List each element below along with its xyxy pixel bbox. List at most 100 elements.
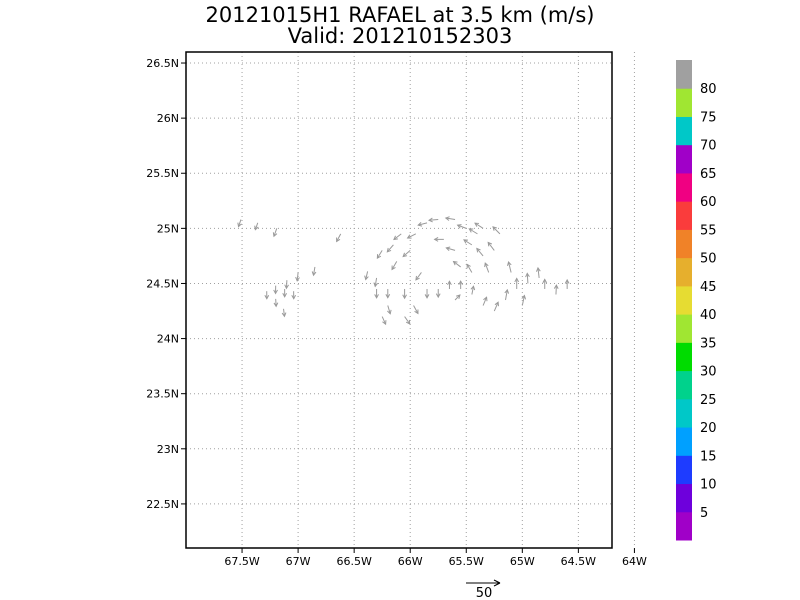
wind-vector (283, 308, 285, 317)
wind-vector (505, 289, 508, 301)
y-tick-label: 25.5N (146, 167, 179, 180)
wind-vector-head (455, 294, 461, 300)
wind-vector (336, 233, 342, 242)
wind-vector (365, 271, 369, 280)
wind-vector-head (282, 293, 288, 298)
y-tick-label: 26N (157, 112, 179, 125)
wind-vector-head (284, 284, 289, 290)
y-tick-label: 22.5N (146, 498, 179, 511)
wind-vector (526, 273, 529, 284)
wind-vector-head (273, 289, 278, 295)
colorbar: 5 10 15 20 25 30 35 40 45 50 55 60 65 70 75 80 (676, 60, 717, 541)
wind-vector-head (376, 254, 382, 260)
x-tick-label: 67.5W (224, 555, 259, 568)
wind-vector-head (474, 222, 480, 227)
colorbar-segment (676, 314, 692, 343)
wind-vector-head (373, 282, 379, 288)
wind-vector-head (466, 263, 471, 269)
colorbar-label: 20 (700, 421, 717, 436)
wind-vector (407, 233, 417, 239)
colorbar-segment (676, 285, 692, 315)
colorbar-segment (676, 257, 692, 287)
wind-vector (482, 297, 488, 306)
colorbar-label: 45 (700, 280, 717, 295)
wind-vector (391, 261, 398, 270)
wind-vector-head (463, 239, 468, 244)
wind-vector-head (254, 225, 259, 231)
wind-vector-head (447, 280, 452, 286)
axis-ticks: 67.5W 67W 66.5W 66W 65.5W 65W 64.5W 64W 26.5N 26N… (146, 57, 647, 568)
colorbar-label: 10 (700, 478, 717, 493)
y-tick-label: 24.5N (146, 277, 179, 290)
colorbar-segment (676, 370, 692, 400)
x-tick-label: 66W (398, 555, 423, 568)
colorbar-label: 50 (700, 252, 717, 267)
wind-vector (476, 248, 484, 257)
colorbar-segment (676, 342, 692, 372)
wind-vector-head (382, 320, 387, 326)
wind-vector-head (374, 294, 379, 299)
colorbar-segment (676, 201, 692, 230)
wind-vector-head (433, 237, 439, 242)
reference-vector-label: 50 (476, 586, 493, 600)
wind-vector-head (536, 266, 541, 272)
wind-vector-head (291, 294, 297, 300)
wind-vector-head (264, 294, 270, 300)
x-tick-label: 64W (622, 555, 647, 568)
colorbar-label: 15 (700, 449, 717, 464)
chart-title: 20121015H1 RAFAEL at 3.5 km (m/s) (205, 3, 595, 27)
wind-vector (386, 244, 394, 253)
colorbar-segment (676, 229, 692, 259)
colorbar-segment (676, 398, 692, 428)
wind-vector-head (414, 309, 419, 315)
colorbar-segment (676, 511, 692, 541)
wind-vector-head (237, 222, 242, 228)
colorbar-label: 60 (700, 195, 717, 210)
colorbar-segment (676, 427, 692, 456)
wind-vector (469, 228, 478, 235)
colorbar-label: 55 (700, 223, 717, 238)
colorbar-label: 75 (700, 110, 717, 125)
y-tick-label: 23N (157, 443, 179, 456)
wind-vector (457, 224, 467, 229)
wind-vector (474, 222, 484, 229)
wind-vector (521, 295, 525, 306)
wind-vector-head (494, 301, 499, 307)
wind-vector-head (542, 278, 548, 284)
wind-vector-head (364, 275, 369, 281)
wind-vector-head (487, 241, 493, 247)
colorbar-label: 70 (700, 139, 717, 154)
colorbar-segment (676, 483, 692, 513)
wind-vector-head (427, 217, 433, 223)
wind-vector (381, 316, 387, 325)
wind-vector-head (406, 234, 412, 239)
wind-vector-head (391, 265, 396, 271)
wind-vector (296, 272, 299, 281)
wind-vector (508, 261, 512, 273)
colorbar-segment (676, 88, 692, 117)
wind-vector-head (387, 309, 392, 315)
wind-vector-head (272, 232, 278, 238)
wind-vector-head (385, 293, 391, 299)
wind-vector (428, 219, 439, 221)
y-tick-label: 24N (157, 333, 179, 346)
wind-vector-head (295, 276, 300, 282)
wind-vector (273, 228, 278, 237)
y-tick-label: 23.5N (146, 388, 179, 401)
grid-lines (186, 52, 635, 548)
colorbar-label: 5 (700, 506, 708, 521)
wind-vector (487, 242, 495, 251)
plot-frame (185, 51, 613, 549)
wind-vector (418, 222, 428, 226)
colorbar-segment (676, 60, 692, 89)
colorbar-label: 35 (700, 336, 717, 351)
wind-vector-head (445, 246, 451, 252)
x-tick-label: 65W (510, 555, 535, 568)
wind-vector (463, 239, 473, 246)
wind-vector-head (564, 278, 570, 284)
wind-vector-head (281, 312, 287, 318)
wind-vector (493, 302, 499, 312)
wind-vector-head (311, 271, 317, 277)
wind-vector-head (415, 275, 420, 281)
